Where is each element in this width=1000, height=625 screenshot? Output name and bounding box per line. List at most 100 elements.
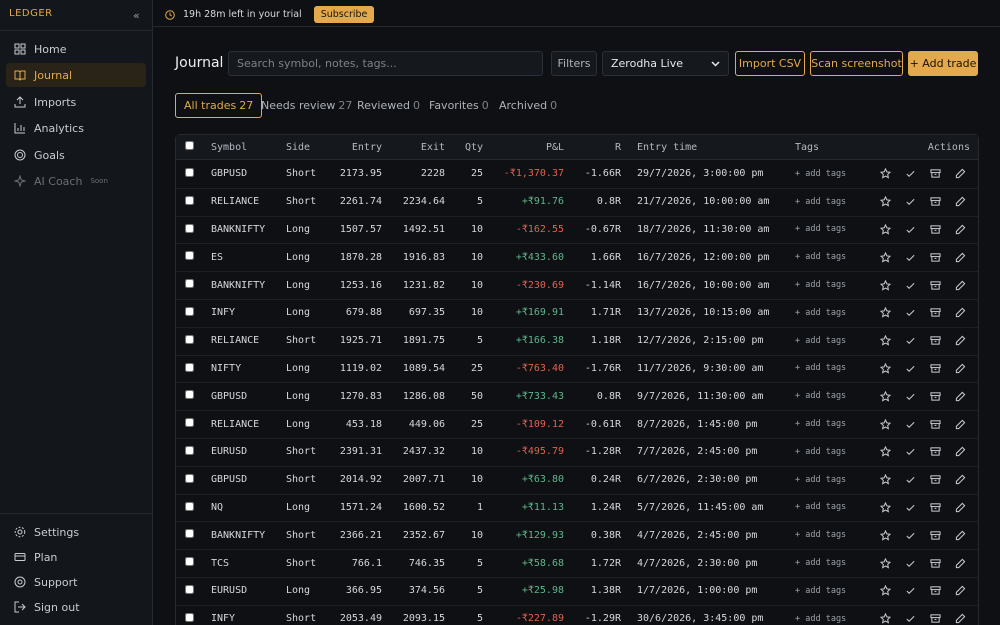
edit-button[interactable] (955, 355, 969, 383)
review-button[interactable] (905, 299, 919, 327)
add-tags[interactable]: + add tags (795, 391, 847, 402)
star-button[interactable] (880, 605, 894, 625)
add-tags[interactable]: + add tags (795, 280, 847, 291)
add-tags[interactable]: + add tags (795, 252, 847, 263)
star-button[interactable] (880, 188, 894, 216)
review-button[interactable] (905, 577, 919, 605)
add-tags[interactable]: + add tags (795, 224, 847, 235)
row-checkbox[interactable] (185, 473, 194, 483)
subscribe-button[interactable]: Subscribe (313, 6, 375, 23)
footer-item[interactable]: Plan (6, 545, 146, 569)
review-button[interactable] (905, 216, 919, 244)
scan-button[interactable]: Scan screenshot (810, 51, 903, 76)
nav-item[interactable]: Imports (6, 90, 146, 114)
star-button[interactable] (880, 521, 894, 549)
star-button[interactable] (880, 355, 894, 383)
edit-button[interactable] (955, 605, 969, 625)
star-button[interactable] (880, 466, 894, 494)
archive-button[interactable] (930, 355, 944, 383)
archive-button[interactable] (930, 382, 944, 410)
star-button[interactable] (880, 382, 894, 410)
collapse-button[interactable]: « (133, 9, 140, 22)
add-tags[interactable]: + add tags (795, 558, 847, 569)
review-button[interactable] (905, 549, 919, 577)
star-button[interactable] (880, 549, 894, 577)
star-button[interactable] (880, 216, 894, 244)
add-tags[interactable]: + add tags (795, 613, 847, 624)
add-tags[interactable]: + add tags (795, 335, 847, 346)
select-all-checkbox[interactable] (185, 141, 194, 150)
row-checkbox[interactable] (185, 279, 194, 289)
edit-button[interactable] (955, 494, 969, 522)
archive-button[interactable] (930, 243, 944, 271)
review-button[interactable] (905, 382, 919, 410)
row-checkbox[interactable] (185, 362, 194, 372)
footer-item[interactable]: Support (6, 570, 146, 594)
star-button[interactable] (880, 494, 894, 522)
filters-button[interactable]: Filters (551, 51, 597, 76)
review-button[interactable] (905, 466, 919, 494)
tab[interactable]: All trades 27 (175, 93, 263, 118)
review-button[interactable] (905, 521, 919, 549)
review-button[interactable] (905, 271, 919, 299)
add-tags[interactable]: + add tags (795, 585, 847, 596)
add-tags[interactable]: + add tags (795, 530, 847, 541)
nav-item[interactable]: Journal (6, 63, 146, 87)
edit-button[interactable] (955, 438, 969, 466)
add-tags[interactable]: + add tags (795, 474, 847, 485)
archive-button[interactable] (930, 160, 944, 188)
edit-button[interactable] (955, 271, 969, 299)
archive-button[interactable] (930, 271, 944, 299)
row-checkbox[interactable] (185, 223, 194, 233)
footer-item[interactable]: Sign out (6, 595, 146, 619)
nav-item[interactable]: Home (6, 37, 146, 61)
star-button[interactable] (880, 327, 894, 355)
row-checkbox[interactable] (185, 307, 194, 316)
star-button[interactable] (880, 160, 894, 188)
star-button[interactable] (880, 243, 894, 271)
review-button[interactable] (905, 438, 919, 466)
edit-button[interactable] (955, 327, 969, 355)
edit-button[interactable] (955, 216, 969, 244)
review-button[interactable] (905, 160, 919, 188)
row-checkbox[interactable] (185, 446, 194, 455)
review-button[interactable] (905, 243, 919, 271)
add-tags[interactable]: + add tags (795, 502, 847, 513)
import-csv-button[interactable]: Import CSV (735, 51, 805, 76)
archive-button[interactable] (930, 216, 944, 244)
archive-button[interactable] (930, 605, 944, 625)
footer-item[interactable]: Settings (6, 520, 146, 544)
row-checkbox[interactable] (185, 585, 194, 594)
star-button[interactable] (880, 577, 894, 605)
add-tags[interactable]: + add tags (795, 419, 847, 430)
row-checkbox[interactable] (185, 251, 194, 261)
archive-button[interactable] (930, 188, 944, 216)
row-checkbox[interactable] (185, 612, 194, 622)
star-button[interactable] (880, 438, 894, 466)
nav-item[interactable]: AI Coach Soon (6, 169, 146, 193)
review-button[interactable] (905, 188, 919, 216)
add-tags[interactable]: + add tags (795, 196, 847, 207)
tab[interactable]: Favorites 0 (421, 93, 497, 118)
nav-item[interactable]: Analytics (6, 116, 146, 140)
edit-button[interactable] (955, 299, 969, 327)
archive-button[interactable] (930, 410, 944, 438)
tab[interactable]: Reviewed 0 (349, 93, 428, 118)
archive-button[interactable] (930, 494, 944, 522)
archive-button[interactable] (930, 466, 944, 494)
add-tags[interactable]: + add tags (795, 168, 847, 179)
row-checkbox[interactable] (185, 390, 194, 400)
add-tags[interactable]: + add tags (795, 363, 847, 374)
search-input[interactable]: Search symbol, notes, tags... (228, 51, 543, 76)
row-checkbox[interactable] (185, 501, 194, 511)
add-trade-button[interactable]: + Add trade (908, 51, 978, 76)
archive-button[interactable] (930, 549, 944, 577)
star-button[interactable] (880, 271, 894, 299)
review-button[interactable] (905, 355, 919, 383)
row-checkbox[interactable] (185, 418, 194, 428)
edit-button[interactable] (955, 160, 969, 188)
archive-button[interactable] (930, 577, 944, 605)
row-checkbox[interactable] (185, 529, 194, 539)
edit-button[interactable] (955, 577, 969, 605)
add-tags[interactable]: + add tags (795, 446, 847, 457)
